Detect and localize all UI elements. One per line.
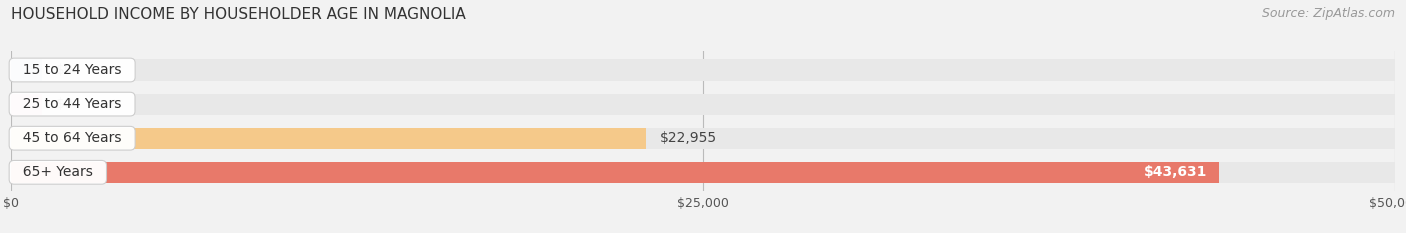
Bar [11,162,1219,183]
Text: $0: $0 [55,63,73,77]
Bar [11,128,647,149]
Text: $43,631: $43,631 [1144,165,1208,179]
Bar [11,59,1395,81]
Text: Source: ZipAtlas.com: Source: ZipAtlas.com [1261,7,1395,20]
Text: 45 to 64 Years: 45 to 64 Years [14,131,131,145]
Text: 25 to 44 Years: 25 to 44 Years [14,97,131,111]
Text: 65+ Years: 65+ Years [14,165,101,179]
Bar [11,162,1395,183]
Text: $22,955: $22,955 [661,131,717,145]
Text: HOUSEHOLD INCOME BY HOUSEHOLDER AGE IN MAGNOLIA: HOUSEHOLD INCOME BY HOUSEHOLDER AGE IN M… [11,7,465,22]
Text: $0: $0 [55,97,73,111]
Bar [11,128,1395,149]
Bar [11,93,42,115]
Bar [11,59,42,81]
Bar [11,93,1395,115]
Text: 15 to 24 Years: 15 to 24 Years [14,63,131,77]
